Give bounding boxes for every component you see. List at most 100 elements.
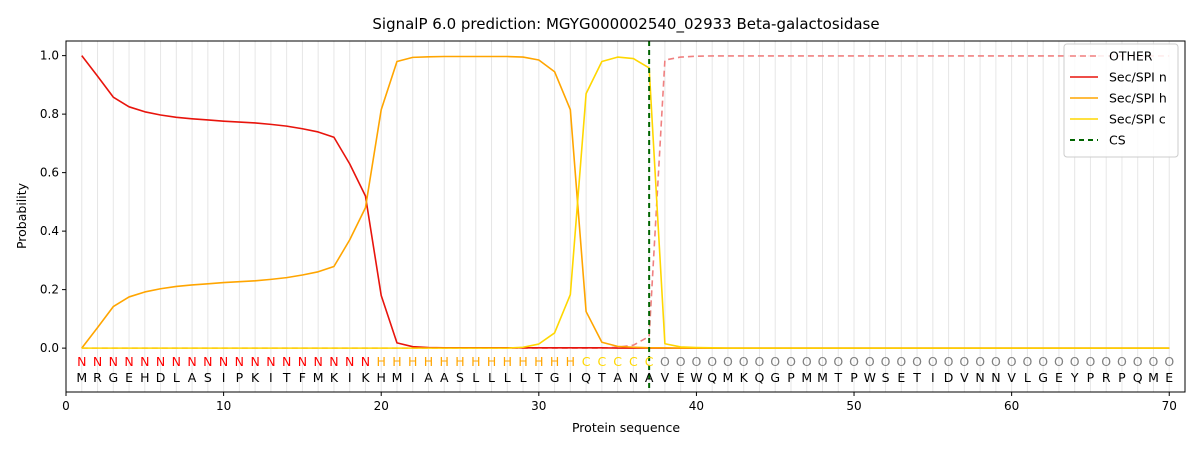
residue-label: Q	[755, 370, 765, 385]
residue-label: I	[348, 370, 352, 385]
residue-label: L	[520, 370, 527, 385]
residue-label: S	[882, 370, 890, 385]
region-label: O	[944, 354, 954, 369]
x-tick-label: 10	[216, 399, 231, 413]
region-label: N	[203, 354, 212, 369]
region-label: H	[550, 354, 559, 369]
residue-label: A	[188, 370, 197, 385]
region-label: O	[770, 354, 780, 369]
sequence-labels: NMNRNGNENHNDNLNANSNINPNKNINTNFNMNKNINKHH…	[76, 354, 1174, 385]
region-label: H	[377, 354, 386, 369]
region-label: O	[1101, 354, 1111, 369]
residue-label: S	[456, 370, 464, 385]
series-line-other	[81, 55, 1170, 349]
region-label: N	[124, 354, 133, 369]
series-line-sec-spi-h	[81, 55, 1170, 349]
region-label: N	[93, 354, 102, 369]
residue-label: M	[801, 370, 812, 385]
region-label: N	[329, 354, 338, 369]
residue-label: M	[817, 370, 828, 385]
residue-label: P	[850, 370, 858, 385]
region-label: C	[645, 354, 654, 369]
residue-label: L	[504, 370, 511, 385]
legend-entry: Sec/SPI n	[1109, 70, 1167, 85]
residue-label: T	[912, 370, 921, 385]
region-label: C	[597, 354, 606, 369]
region-label: N	[219, 354, 228, 369]
y-tick-label: 0.6	[40, 166, 59, 180]
residue-label: H	[140, 370, 149, 385]
region-label: O	[692, 354, 702, 369]
region-label: O	[723, 354, 733, 369]
residue-label: M	[723, 370, 734, 385]
residue-label: L	[488, 370, 495, 385]
x-tick-label: 60	[1004, 399, 1019, 413]
residue-label: E	[677, 370, 685, 385]
residue-label: G	[108, 370, 118, 385]
grid	[81, 41, 1170, 392]
residue-label: A	[645, 370, 654, 385]
region-label: O	[739, 354, 749, 369]
legend: OTHER Sec/SPI n Sec/SPI h Sec/SPI c CS	[1063, 43, 1179, 158]
region-label: N	[282, 354, 291, 369]
region-label: O	[1038, 354, 1048, 369]
x-axis-label: Protein sequence	[572, 420, 680, 435]
plot-frame	[65, 40, 1186, 393]
region-label: H	[440, 354, 449, 369]
residue-label: D	[156, 370, 166, 385]
residue-label: P	[787, 370, 795, 385]
region-label: C	[613, 354, 622, 369]
region-label: O	[1007, 354, 1017, 369]
residue-label: R	[1102, 370, 1111, 385]
residue-label: A	[440, 370, 449, 385]
residue-label: L	[472, 370, 479, 385]
region-label: H	[392, 354, 401, 369]
region-label: N	[313, 354, 322, 369]
region-label: H	[471, 354, 480, 369]
legend-entry: Sec/SPI c	[1109, 112, 1166, 127]
region-label: O	[1070, 354, 1080, 369]
residue-label: P	[1118, 370, 1126, 385]
y-tick-label: 0.0	[40, 341, 59, 355]
residue-label: T	[282, 370, 291, 385]
region-label: H	[424, 354, 433, 369]
residue-label: T	[597, 370, 606, 385]
region-label: O	[881, 354, 891, 369]
residue-label: I	[411, 370, 415, 385]
residue-label: M	[76, 370, 87, 385]
region-label: H	[408, 354, 417, 369]
region-label: N	[266, 354, 275, 369]
residue-label: V	[1007, 370, 1016, 385]
region-label: O	[1054, 354, 1064, 369]
residue-label: H	[377, 370, 386, 385]
residue-label: Q	[707, 370, 717, 385]
region-label: O	[1086, 354, 1096, 369]
region-label: C	[629, 354, 638, 369]
residue-label: W	[690, 370, 702, 385]
region-label: N	[156, 354, 165, 369]
residue-label: M	[392, 370, 403, 385]
x-tick-label: 70	[1162, 399, 1177, 413]
legend-entry: CS	[1109, 133, 1126, 148]
region-label: H	[534, 354, 543, 369]
y-tick-label: 0.4	[40, 224, 59, 238]
region-label: H	[518, 354, 527, 369]
region-label: O	[676, 354, 686, 369]
y-axis-label: Probability	[14, 182, 29, 249]
residue-label: I	[222, 370, 226, 385]
residue-label: V	[960, 370, 969, 385]
x-tick-label: 0	[62, 399, 70, 413]
residue-label: M	[313, 370, 324, 385]
x-tick-label: 40	[689, 399, 704, 413]
region-label: O	[1117, 354, 1127, 369]
region-label: O	[786, 354, 796, 369]
residue-label: G	[550, 370, 560, 385]
residue-label: K	[361, 370, 370, 385]
region-label: O	[849, 354, 859, 369]
residue-label: L	[173, 370, 180, 385]
y-axis-ticks: 0.0 0.2 0.4 0.6 0.8 1.0	[40, 49, 66, 355]
residue-label: W	[864, 370, 876, 385]
residue-label: G	[770, 370, 780, 385]
chart-title: SignalP 6.0 prediction: MGYG000002540_02…	[372, 15, 879, 34]
residue-label: Q	[581, 370, 591, 385]
